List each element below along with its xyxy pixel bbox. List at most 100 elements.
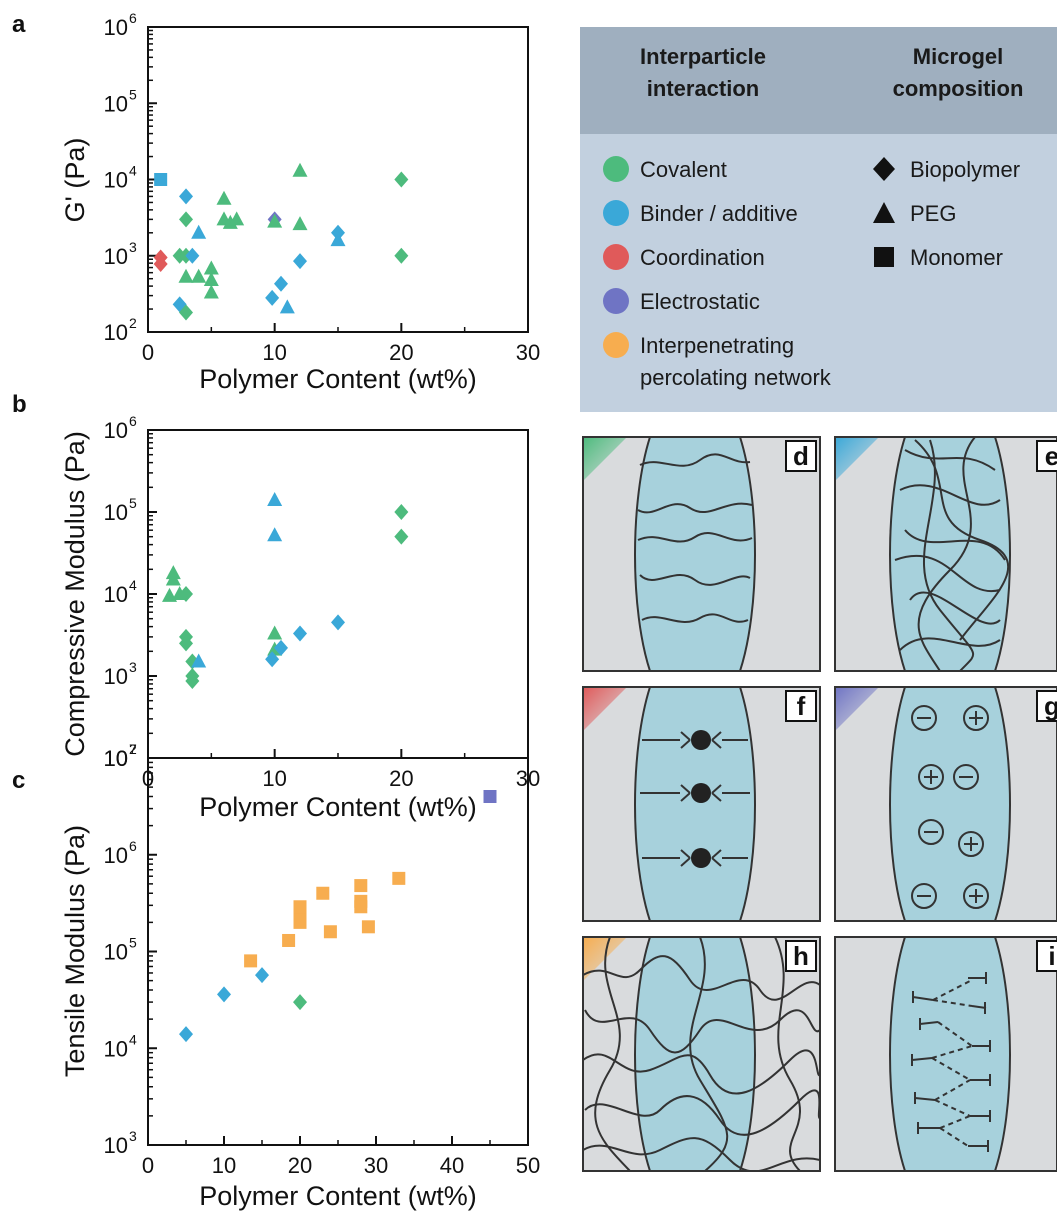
chart-b-points [162, 492, 409, 689]
chart-c-y-tick-exponent: 7 [129, 741, 137, 757]
chart-a-y-tick-exponent: 6 [129, 10, 137, 26]
legend-triangle-icon [873, 202, 895, 223]
chart-c-point-square-interpenetrating [316, 886, 330, 900]
chart-b-point-triangle-binder [191, 653, 207, 668]
schematic-i-crosslink [835, 937, 1057, 1171]
chart-b-y-tick-exponent: 5 [129, 495, 137, 511]
chart-b-point-triangle-binder [267, 527, 283, 542]
chart-a-y-axis-title: G' (Pa) [60, 138, 90, 223]
schematic-e-label-box [1036, 440, 1057, 472]
chart-b-x-ticks: 0 10 20 30 [142, 749, 540, 791]
chart-b-x-axis-title: Polymer Content (wt%) [199, 792, 477, 822]
chart-a-point-triangle-covalent [203, 284, 219, 299]
schematic-i-label: i [1048, 941, 1055, 971]
chart-b-point-diamond-binder [265, 651, 280, 668]
legend-header-composition-line1: Microgel [913, 44, 1003, 69]
legend-binder-label: Binder / additive [640, 201, 798, 226]
legend-header-interaction-line2: interaction [647, 76, 759, 101]
schematic-i-frame [834, 936, 1057, 1172]
chart-a-y-tick-exponent: 2 [129, 315, 137, 331]
chart-b-y-tick-exponent: 4 [129, 577, 137, 593]
schematic-d-label-box [785, 440, 817, 472]
chart-b-y-tick-label: 10 [104, 500, 128, 525]
chart-b-point-diamond-covalent [179, 635, 193, 652]
chart-a-point-triangle-covalent [216, 190, 232, 205]
legend-square-icon [874, 247, 894, 267]
chart-a-point-triangle-covalent [203, 260, 219, 275]
schematic-e-label: e [1045, 441, 1057, 471]
chart-a-x-tick-label: 30 [516, 340, 540, 365]
legend-body-bg [580, 134, 1057, 412]
chart-b-point-diamond-covalent [179, 586, 193, 602]
schematic-d-covalent [583, 437, 820, 671]
chart-c-x-tick-label: 40 [440, 1153, 464, 1178]
schematic-g-electrostatic [835, 687, 1057, 921]
legend-header-interaction-line1: Interparticle [640, 44, 766, 69]
chart-c-y-tick-exponent: 3 [129, 1128, 137, 1144]
chart-a-point-triangle-covalent [292, 162, 308, 177]
legend-covalent-swatch [603, 156, 629, 182]
legend-electrostatic-swatch [603, 288, 629, 314]
chart-a-point-triangle-binder [279, 299, 295, 314]
chart-a-point-diamond-covalent [394, 171, 409, 188]
panel-label-c: c [12, 767, 25, 794]
chart-a-point-triangle-covalent [178, 268, 194, 283]
schematic-d-frame [582, 436, 821, 672]
schematic-d-label: d [793, 441, 809, 471]
chart-a-point-diamond-binder [274, 275, 288, 292]
chart-c-point-square-interpenetrating [293, 900, 307, 914]
chart-c-point-diamond-binder [217, 986, 231, 1003]
legend-header-composition-line2: composition [893, 76, 1024, 101]
chart-a-point-diamond-binder [185, 247, 200, 264]
legend-interpenetrating-label-line2: percolating network [640, 365, 832, 390]
legend: Interparticle interaction Microgel compo… [580, 27, 1057, 412]
panel-label-a: a [12, 11, 26, 38]
schematic-h-interpenetrating [583, 937, 820, 1171]
chart-a-y-tick-exponent: 5 [129, 86, 137, 102]
chart-a-point-diamond-covalent [394, 247, 409, 264]
legend-monomer-label: Monomer [910, 245, 1003, 270]
chart-c-y-tick-exponent: 5 [129, 935, 137, 951]
chart-a-point-triangle-covalent [229, 211, 245, 226]
chart-b-point-diamond-covalent [394, 504, 409, 520]
chart-a-x-axis-title: Polymer Content (wt%) [199, 364, 477, 394]
chart-c-point-square-interpenetrating [282, 933, 296, 947]
chart-b-y-axis-title: Compressive Modulus (Pa) [60, 431, 90, 757]
chart-a-point-triangle-covalent [267, 213, 283, 228]
chart-c-x-ticks: 0 10 20 30 40 50 [142, 1136, 540, 1178]
chart-b-y-tick-label: 10 [104, 418, 128, 443]
schematic-f-coordination [583, 687, 820, 921]
chart-c-point-square-electrostatic [483, 790, 497, 804]
chart-c-y-tick-exponent: 6 [129, 838, 137, 854]
chart-b-frame [147, 429, 529, 759]
chart-b-y-tick-label: 10 [104, 582, 128, 607]
chart-c-y-tick-label: 10 [104, 1036, 128, 1061]
chart-c-point-diamond-binder [179, 1026, 193, 1043]
legend-covalent-label: Covalent [640, 157, 727, 182]
chart-c-y-tick-label: 10 [104, 1133, 128, 1158]
legend-interpenetrating-label: Interpenetrating [640, 333, 794, 358]
chart-a-y-tick-label: 10 [104, 244, 128, 269]
chart-b-y-tick-label: 10 [104, 746, 128, 771]
chart-a-y-tick-label: 10 [104, 15, 128, 40]
legend-peg-label: PEG [910, 201, 956, 226]
chart-c-x-tick-label: 10 [212, 1153, 236, 1178]
schematic-f-label: f [797, 691, 806, 721]
chart-c-point-square-interpenetrating [244, 954, 258, 968]
schematic-f-label-box [785, 690, 817, 722]
chart-c-point-square-interpenetrating [354, 900, 368, 914]
schematic-g-label-box [1036, 690, 1057, 722]
chart-a-x-tick-label: 10 [262, 340, 286, 365]
schematic-e-color-corner [835, 437, 879, 481]
schematic-g-frame [834, 686, 1057, 922]
schematic-e-frame [834, 436, 1057, 672]
chart-b-y-tick-exponent: 3 [129, 659, 137, 675]
chart-a-point-triangle-covalent [191, 268, 207, 283]
chart-a-point-diamond-coordination [153, 255, 168, 272]
schematic-d-color-corner [583, 437, 627, 481]
chart-b-point-diamond-binder [293, 625, 307, 642]
